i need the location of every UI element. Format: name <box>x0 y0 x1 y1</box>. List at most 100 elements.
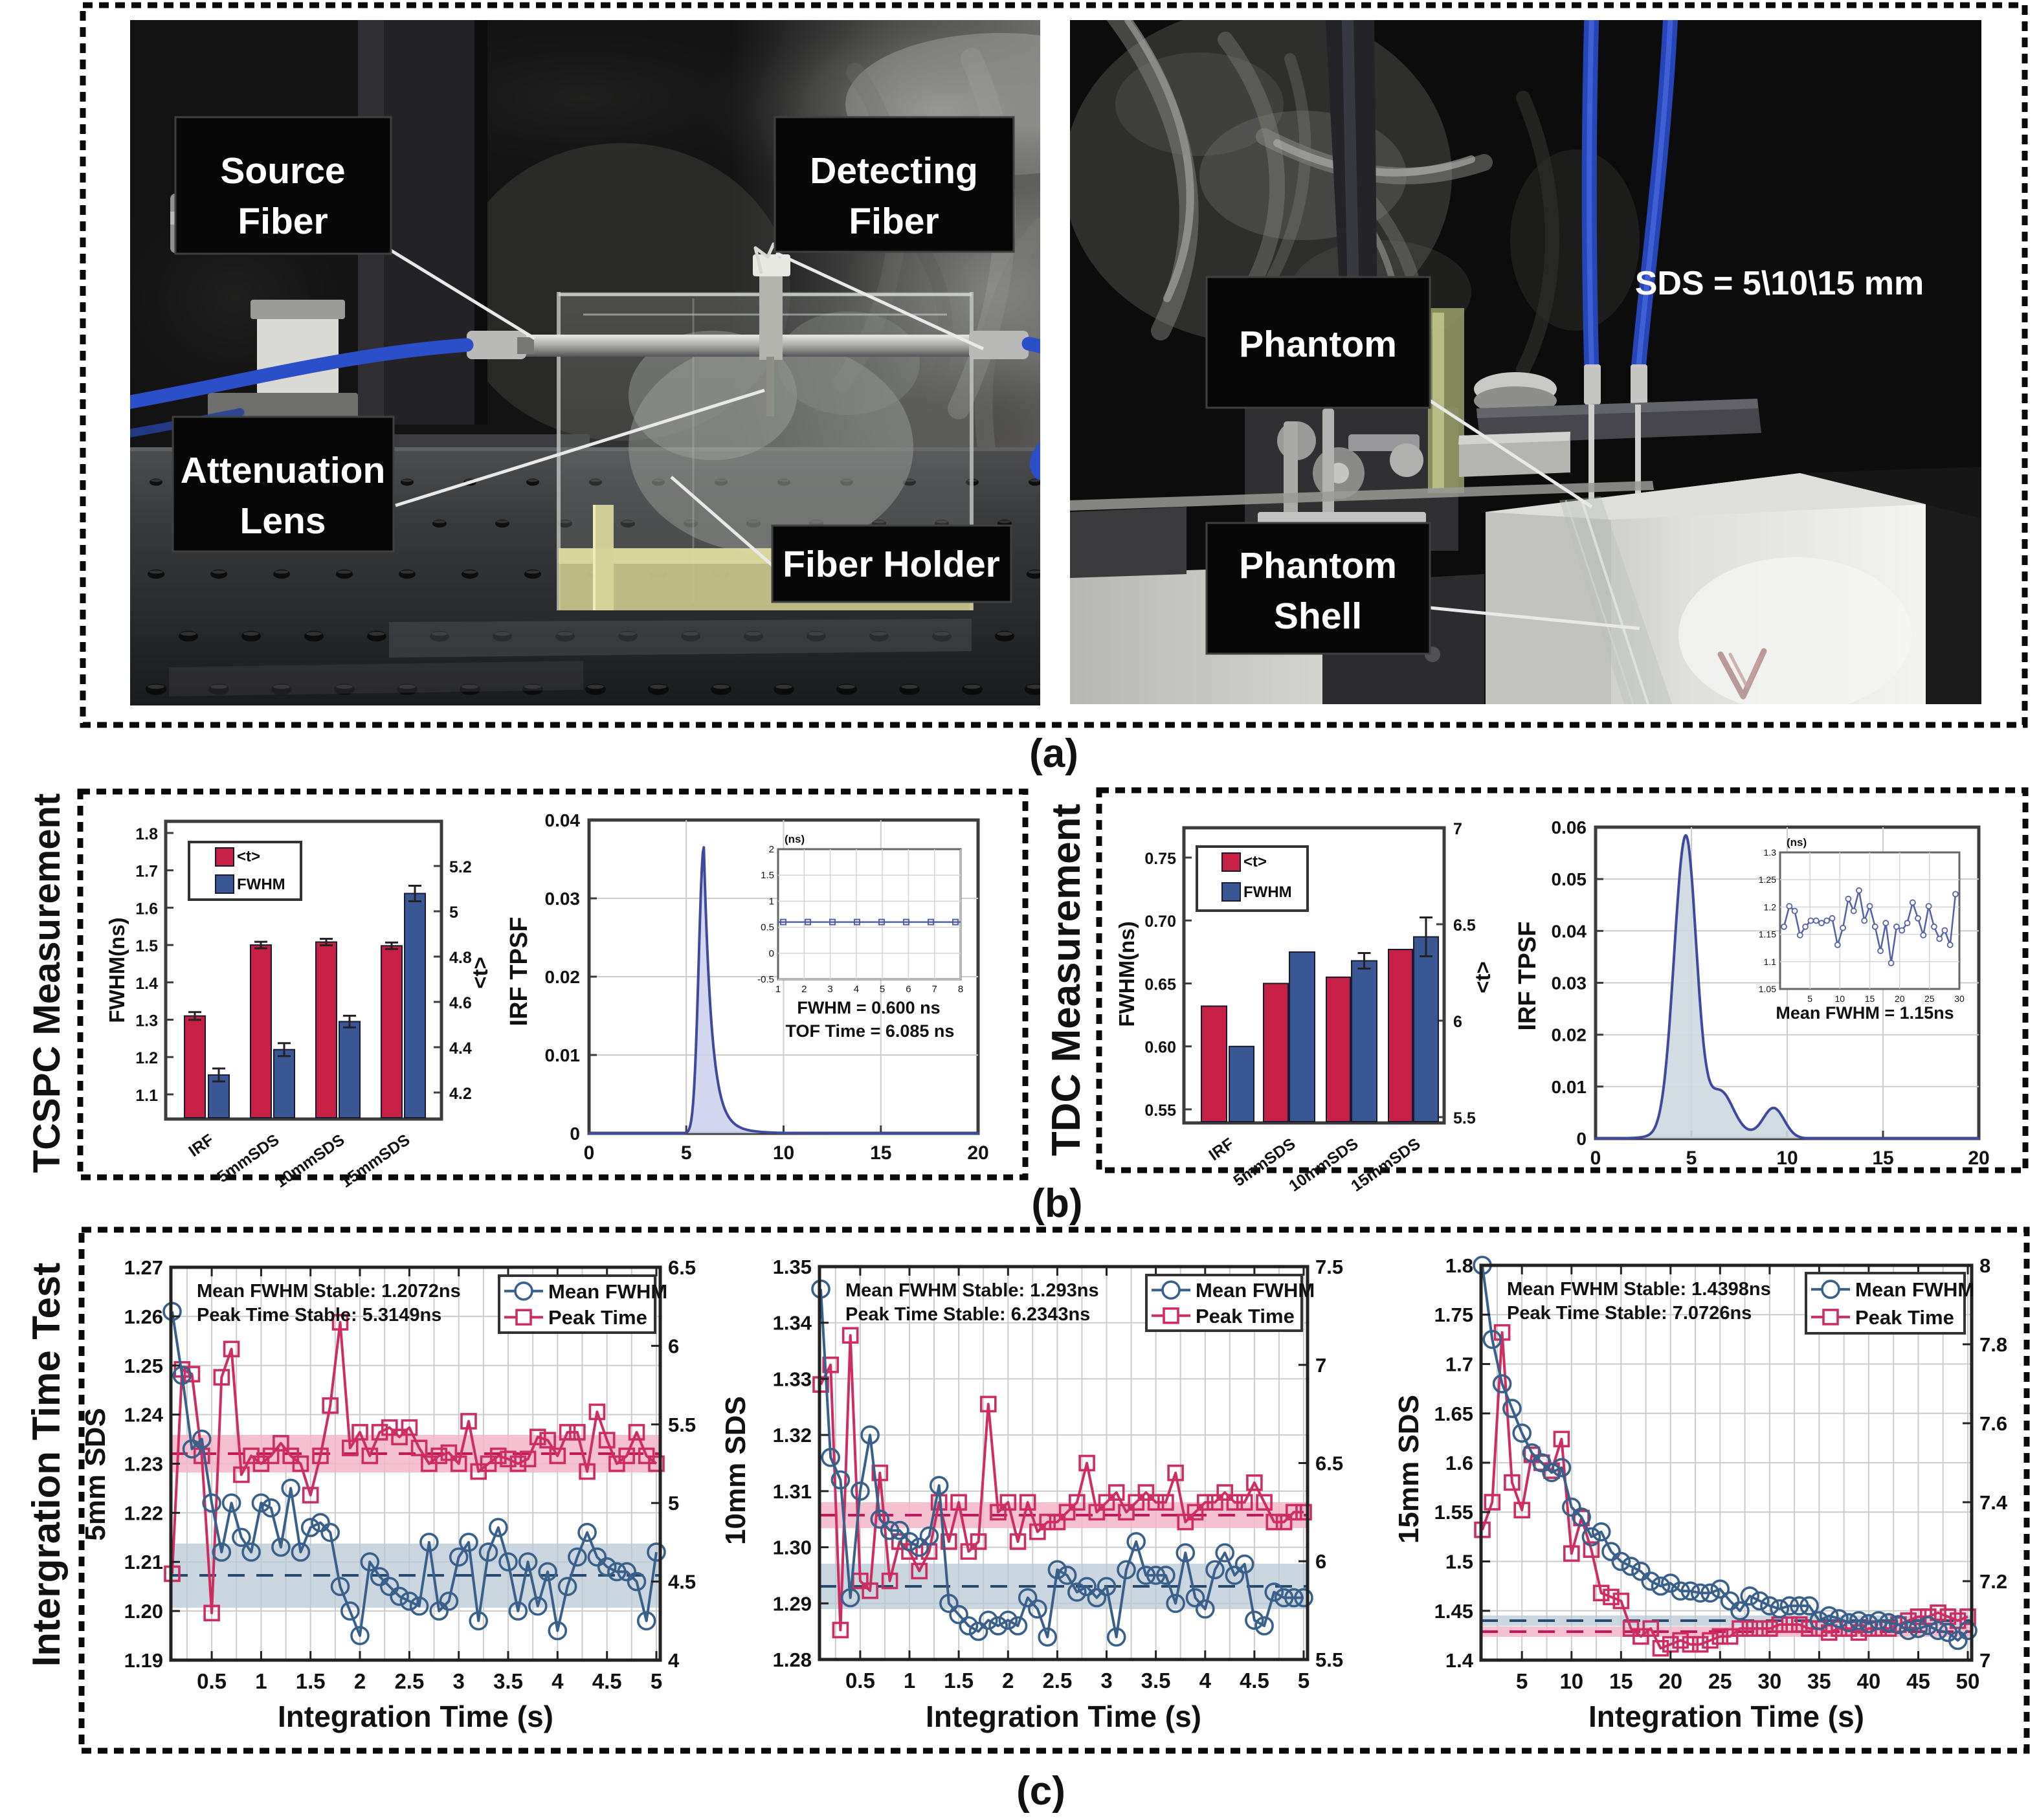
svg-text:1.20: 1.20 <box>124 1600 163 1623</box>
svg-text:1.45: 1.45 <box>1434 1600 1473 1623</box>
svg-text:1: 1 <box>769 896 774 907</box>
svg-text:7.4: 7.4 <box>1979 1491 2008 1514</box>
svg-text:5: 5 <box>681 1142 692 1164</box>
svg-text:Detecting: Detecting <box>810 150 978 192</box>
svg-text:0: 0 <box>769 948 774 959</box>
svg-text:5.5: 5.5 <box>1453 1109 1476 1127</box>
svg-text:2.5: 2.5 <box>1042 1669 1072 1692</box>
svg-text:5: 5 <box>1807 993 1812 1004</box>
svg-text:Shell: Shell <box>1274 595 1362 637</box>
svg-text:1.27: 1.27 <box>124 1256 163 1279</box>
svg-text:5mm SDS: 5mm SDS <box>80 1408 111 1540</box>
svg-text:1.5: 1.5 <box>761 870 774 881</box>
svg-text:1: 1 <box>775 984 781 995</box>
svg-text:TOF Time = 6.085 ns: TOF Time = 6.085 ns <box>786 1021 955 1041</box>
svg-text:Mean FWHM Stable: 1.2072ns: Mean FWHM Stable: 1.2072ns <box>197 1281 461 1302</box>
svg-text:Attenuation: Attenuation <box>181 450 386 491</box>
svg-text:Source: Source <box>220 150 345 192</box>
svg-text:Mean FWHM Stable: 1.4398ns: Mean FWHM Stable: 1.4398ns <box>1507 1279 1771 1300</box>
svg-text:<t>: <t> <box>1243 853 1267 871</box>
svg-text:5: 5 <box>880 984 885 995</box>
svg-text:20: 20 <box>967 1142 988 1164</box>
svg-text:15: 15 <box>870 1142 891 1164</box>
svg-text:5.5: 5.5 <box>1315 1648 1343 1671</box>
svg-text:(b): (b) <box>1031 1181 1082 1226</box>
svg-text:6.5: 6.5 <box>668 1256 696 1279</box>
svg-text:TCSPC Measurement: TCSPC Measurement <box>26 793 68 1173</box>
svg-text:0.06: 0.06 <box>1552 817 1587 838</box>
svg-text:4.6: 4.6 <box>449 994 472 1012</box>
svg-text:1.65: 1.65 <box>1434 1403 1473 1425</box>
svg-text:1.7: 1.7 <box>1445 1353 1473 1376</box>
svg-text:1.5: 1.5 <box>944 1669 974 1692</box>
svg-text:8: 8 <box>1979 1254 1990 1277</box>
svg-text:1.2: 1.2 <box>1764 902 1777 912</box>
svg-text:15: 15 <box>1865 993 1875 1004</box>
svg-text:45: 45 <box>1906 1669 1930 1693</box>
svg-text:1.3: 1.3 <box>1764 847 1777 858</box>
svg-text:15: 15 <box>1872 1148 1893 1169</box>
svg-text:7.5: 7.5 <box>1315 1256 1343 1278</box>
svg-text:FWHM(ns): FWHM(ns) <box>1115 921 1139 1027</box>
svg-text:1.2: 1.2 <box>135 1049 158 1067</box>
svg-text:Mean FWHM: Mean FWHM <box>1196 1279 1315 1302</box>
svg-text:0: 0 <box>1590 1148 1601 1169</box>
svg-text:2: 2 <box>1002 1669 1014 1692</box>
svg-text:1.75: 1.75 <box>1434 1304 1473 1326</box>
svg-text:Phantom: Phantom <box>1239 545 1397 586</box>
svg-text:FWHM: FWHM <box>1243 883 1292 901</box>
svg-text:1.29: 1.29 <box>773 1592 812 1615</box>
svg-text:0.01: 0.01 <box>1552 1077 1587 1097</box>
svg-text:2: 2 <box>801 984 807 995</box>
svg-text:7.6: 7.6 <box>1979 1412 2007 1435</box>
svg-text:30: 30 <box>1954 993 1965 1004</box>
svg-text:7: 7 <box>932 984 937 995</box>
svg-text:1: 1 <box>904 1669 915 1692</box>
svg-text:50: 50 <box>1956 1669 1980 1693</box>
svg-text:15: 15 <box>1609 1669 1633 1693</box>
svg-text:10: 10 <box>1835 993 1845 1004</box>
svg-text:Peak Time: Peak Time <box>1855 1306 1954 1329</box>
svg-text:0.04: 0.04 <box>1552 921 1587 941</box>
svg-text:10mm SDS: 10mm SDS <box>720 1396 752 1545</box>
svg-text:1.05: 1.05 <box>1759 984 1776 994</box>
svg-text:IRF TPSF: IRF TPSF <box>506 917 533 1027</box>
svg-text:Lens: Lens <box>240 500 326 542</box>
svg-text:2: 2 <box>354 1669 366 1693</box>
svg-text:0.65: 0.65 <box>1144 976 1176 994</box>
svg-text:5: 5 <box>651 1669 662 1693</box>
svg-text:1.7: 1.7 <box>135 863 158 881</box>
svg-text:1.26: 1.26 <box>124 1305 163 1328</box>
svg-text:5: 5 <box>449 904 458 922</box>
svg-text:Phantom: Phantom <box>1239 324 1397 365</box>
svg-text:0.5: 0.5 <box>845 1669 875 1692</box>
svg-text:40: 40 <box>1857 1669 1881 1693</box>
svg-text:5: 5 <box>1686 1148 1697 1169</box>
svg-text:1.8: 1.8 <box>135 825 158 843</box>
svg-text:Fiber: Fiber <box>238 201 328 242</box>
svg-text:1.8: 1.8 <box>1445 1254 1473 1277</box>
svg-text:<t>: <t> <box>237 848 260 865</box>
svg-text:1.23: 1.23 <box>124 1453 163 1476</box>
svg-text:20: 20 <box>1968 1148 1989 1169</box>
svg-text:1.4: 1.4 <box>135 975 158 993</box>
svg-text:3.5: 3.5 <box>1141 1669 1171 1692</box>
svg-text:1.28: 1.28 <box>773 1648 812 1671</box>
svg-text:Mean FWHM: Mean FWHM <box>548 1280 667 1303</box>
svg-text:FWHM: FWHM <box>237 876 285 893</box>
svg-text:1.6: 1.6 <box>135 900 158 918</box>
svg-text:0.03: 0.03 <box>545 889 581 909</box>
svg-text:1.34: 1.34 <box>773 1312 812 1335</box>
svg-text:3: 3 <box>1100 1669 1112 1692</box>
svg-text:7: 7 <box>1979 1649 1990 1672</box>
svg-text:25: 25 <box>1708 1669 1732 1693</box>
svg-text:5: 5 <box>668 1492 679 1515</box>
svg-text:0: 0 <box>584 1142 595 1164</box>
svg-text:10: 10 <box>773 1142 794 1164</box>
svg-text:0.55: 0.55 <box>1144 1102 1176 1120</box>
svg-text:0.70: 0.70 <box>1144 913 1176 931</box>
svg-text:<t>: <t> <box>468 957 492 989</box>
svg-text:7.8: 7.8 <box>1979 1333 2007 1356</box>
svg-text:3.5: 3.5 <box>493 1669 523 1693</box>
svg-text:(ns): (ns) <box>785 833 805 845</box>
